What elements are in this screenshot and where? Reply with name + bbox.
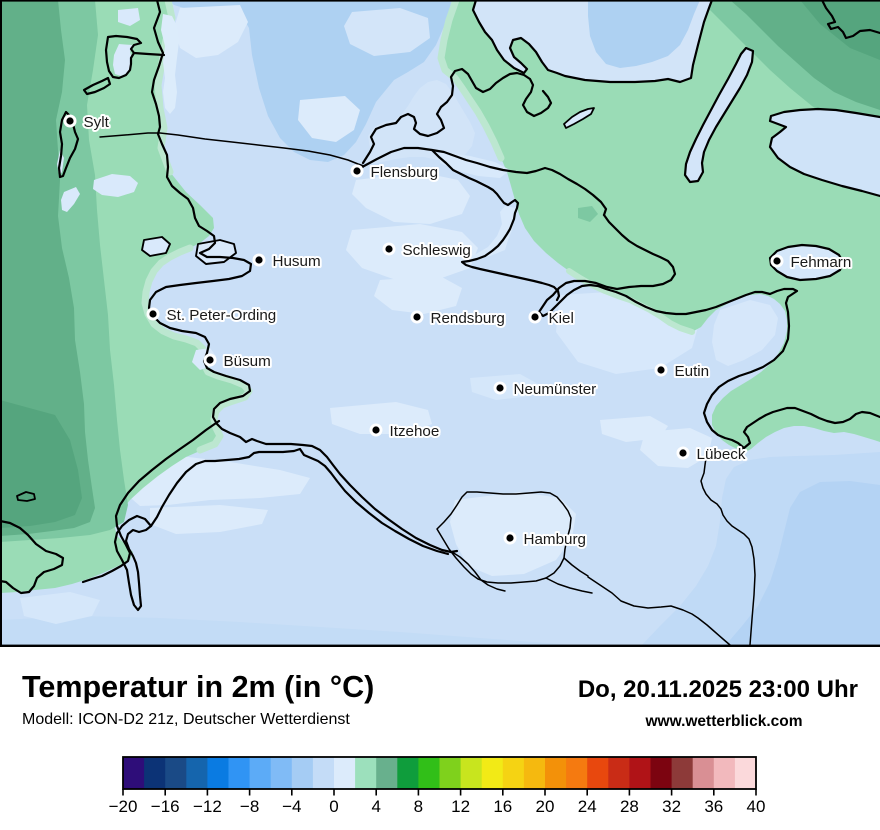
svg-text:−8: −8 [240, 797, 259, 816]
svg-text:4: 4 [371, 797, 380, 816]
svg-text:Rendsburg: Rendsburg [431, 310, 505, 327]
svg-text:36: 36 [704, 797, 723, 816]
svg-text:Lübeck: Lübeck [697, 446, 746, 463]
svg-text:−16: −16 [151, 797, 180, 816]
svg-text:Neumünster: Neumünster [514, 381, 597, 398]
svg-text:−4: −4 [282, 797, 301, 816]
svg-text:40: 40 [747, 797, 766, 816]
svg-text:www.wetterblick.com: www.wetterblick.com [644, 713, 802, 730]
svg-text:24: 24 [578, 797, 597, 816]
svg-text:Kiel: Kiel [549, 310, 574, 327]
svg-text:8: 8 [414, 797, 423, 816]
svg-text:Fehmarn: Fehmarn [791, 254, 852, 271]
svg-text:Husum: Husum [273, 253, 321, 270]
svg-text:Sylt: Sylt [84, 114, 110, 131]
svg-text:16: 16 [493, 797, 512, 816]
svg-text:−12: −12 [193, 797, 222, 816]
svg-text:0: 0 [329, 797, 338, 816]
svg-text:Eutin: Eutin [675, 363, 710, 380]
svg-text:28: 28 [620, 797, 639, 816]
svg-text:Schleswig: Schleswig [403, 242, 471, 259]
svg-text:20: 20 [536, 797, 555, 816]
svg-text:Flensburg: Flensburg [371, 164, 439, 181]
svg-text:Modell: ICON-D2 21z, Deutscher: Modell: ICON-D2 21z, Deutscher Wetterdie… [22, 711, 350, 728]
svg-text:12: 12 [451, 797, 470, 816]
svg-text:Büsum: Büsum [224, 353, 271, 370]
svg-text:32: 32 [662, 797, 681, 816]
svg-text:St. Peter-Ording: St. Peter-Ording [167, 307, 277, 324]
svg-text:Do, 20.11.2025 23:00 Uhr: Do, 20.11.2025 23:00 Uhr [578, 676, 858, 703]
svg-text:−20: −20 [109, 797, 138, 816]
svg-text:Hamburg: Hamburg [524, 531, 586, 548]
svg-text:Temperatur in 2m (in °C): Temperatur in 2m (in °C) [22, 670, 374, 704]
svg-text:Itzehoe: Itzehoe [390, 423, 440, 440]
